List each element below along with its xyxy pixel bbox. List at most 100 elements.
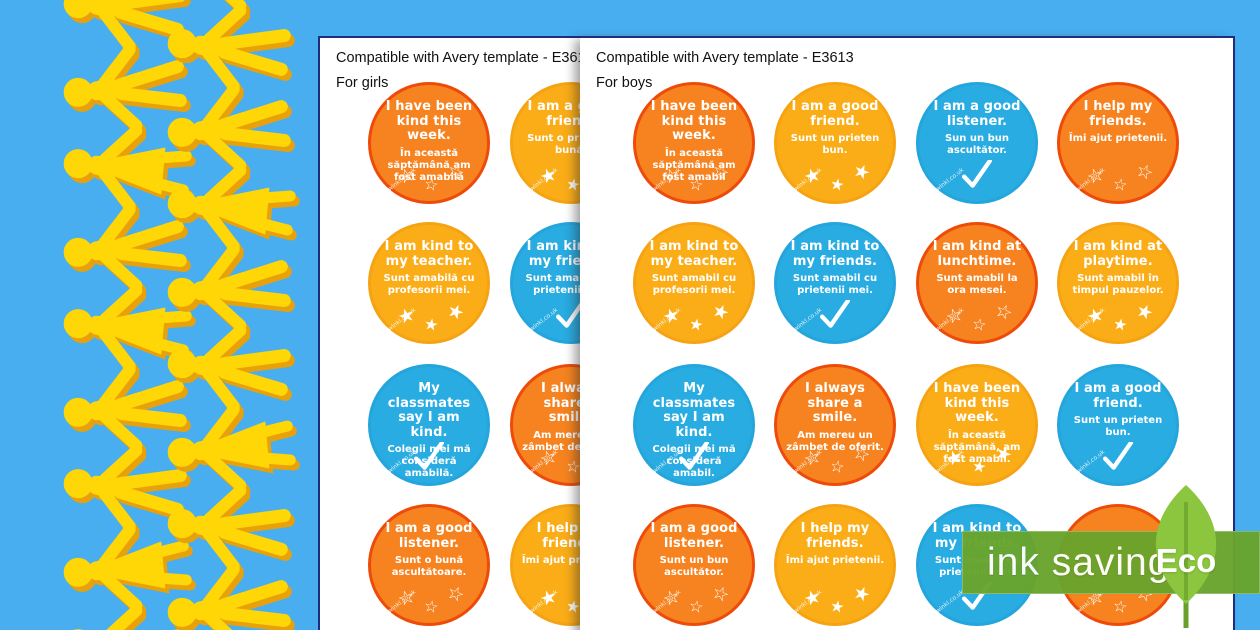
sticker-romanian-text: Sunt amabil în timpul pauzelor. (1072, 273, 1164, 297)
sticker-boys-r2c4: I am kind at playtime. Sunt amabil în tim… (1057, 222, 1179, 344)
sticker-boys-r2c2: I am kind to my friends. Sunt amabil cu p… (774, 222, 896, 344)
check-icon (1102, 442, 1134, 470)
check-mark (513, 299, 629, 335)
star-icon: ☆ (991, 298, 1016, 326)
sticker-romanian-text: Îmi ajut prietenii. (1068, 133, 1168, 145)
audience-label-boys: For boys (596, 75, 653, 91)
sticker-boys-r3c1: My classmates say I am kind. Colegii mei … (633, 364, 755, 486)
sticker-boys-r3c4: I am a good friend. Sunt un prieten bun. t… (1057, 364, 1179, 486)
sticker-boys-r2c3: I am kind at lunchtime. Sunt amabil la or… (916, 222, 1038, 344)
star-icon: ☆ (970, 313, 989, 336)
sticker-romanian-text: Îmi ajut prietenii. (785, 555, 885, 567)
star-icon: ★ (1111, 313, 1130, 336)
sticker-english-text: I have been kind this week. (933, 381, 1021, 426)
sticker-english-text: I am a good listener. (385, 521, 473, 551)
star-icon: ★ (849, 580, 874, 608)
sticker-girls-r3c1: My classmates say I am kind. Colegii mei … (368, 364, 490, 486)
sticker-english-text: My classmates say I am kind. (652, 381, 736, 440)
sticker-girls-r4c1: I am a good listener. Sunt o bună ascultă… (368, 504, 490, 626)
sticker-boys-r1c4: I help my friends. Îmi ajut prietenii. ☆ ☆ ☆… (1057, 82, 1179, 204)
sticker-boys-r2c1: I am kind to my teacher. Sunt amabil cu p… (633, 222, 755, 344)
sticker-romanian-text: În această săptămână, am fost amabil. (933, 429, 1021, 465)
sticker-english-text: I am kind to my teacher. (649, 239, 739, 269)
sticker-romanian-text: Am mereu un zâmbet de oferit. (786, 429, 884, 453)
star-icon: ☆ (687, 173, 706, 196)
ink-saving-label: ink saving (987, 541, 1171, 584)
star-icon: ★ (991, 440, 1016, 468)
sticker-boys-r3c2: I always share a smile. Am mereu un zâmbe… (774, 364, 896, 486)
check-icon (819, 300, 851, 328)
sticker-boys-r3c3: I have been kind this week. În această să… (916, 364, 1038, 486)
star-icon: ☆ (422, 173, 441, 196)
sticker-english-text: I am a good listener. (933, 99, 1021, 129)
sticker-english-text: I have been kind this week. (385, 99, 473, 144)
sticker-english-text: My classmates say I am kind. (387, 381, 471, 440)
sticker-romanian-text: Sunt un bun ascultător. (659, 555, 729, 579)
star-icon: ☆ (443, 158, 468, 186)
sticker-grid-boys: I have been kind this week. În această să… (580, 38, 1233, 630)
sticker-english-text: I help my friends. (800, 521, 870, 551)
sticker-english-text: I am kind at playtime. (1073, 239, 1163, 269)
star-icon: ★ (687, 313, 706, 336)
avery-template-note: Compatible with Avery template - E3613 (336, 50, 594, 66)
star-icon: ★ (970, 455, 989, 478)
star-icon: ★ (828, 173, 847, 196)
star-icon: ☆ (443, 580, 468, 608)
star-icon: ★ (443, 298, 468, 326)
check-icon (961, 160, 993, 188)
eco-label: Eco (1155, 542, 1217, 579)
eco-leaf-icon (1155, 485, 1217, 628)
audience-label-girls: For girls (336, 75, 389, 91)
sticker-boys-r1c1: I have been kind this week. În această să… (633, 82, 755, 204)
sticker-english-text: I am kind at lunchtime. (932, 239, 1022, 269)
sticker-girls-r2c1: I am kind to my teacher. Sunt amabilă cu … (368, 222, 490, 344)
sticker-english-text: I am a good friend. (791, 99, 879, 129)
star-icon: ★ (1132, 298, 1157, 326)
sticker-boys-r1c2: I am a good friend. Sunt un prieten bun. ★… (774, 82, 896, 204)
sticker-boys-r4c1: I am a good listener. Sunt un bun ascultă… (633, 504, 755, 626)
sticker-english-text: I am a good friend. (1074, 381, 1162, 411)
check-mark (636, 441, 752, 477)
check-mark (1060, 441, 1176, 477)
star-icon: ☆ (687, 595, 706, 618)
sticker-english-text: I have been kind this week. (650, 99, 738, 144)
sticker-english-text: I am kind to my friends. (790, 239, 880, 269)
check-mark (371, 441, 487, 477)
star-icon: ★ (708, 298, 733, 326)
sticker-romanian-text: Sunt amabilă cu prietenii mei. (525, 273, 617, 297)
sticker-english-text: I always share a smile. (805, 381, 865, 426)
star-icon: ☆ (708, 580, 733, 608)
sticker-girls-r1c1: I have been kind this week. În această să… (368, 82, 490, 204)
sticker-romanian-text: În această săptămână am fost amabil (652, 147, 736, 183)
sticker-english-text: I am kind to my teacher. (384, 239, 474, 269)
paper-doll-chain-graphic (55, 0, 310, 630)
check-mark (919, 159, 1035, 195)
sticker-sheet-girls: Compatible with Avery template - E3613 F… (318, 36, 632, 630)
star-icon: ☆ (708, 158, 733, 186)
sticker-romanian-text: Sunt o prietenă bună. (527, 133, 615, 157)
sticker-romanian-text: Sunt un prieten bun. (790, 133, 880, 157)
sticker-romanian-text: Sunt amabil la ora mesei. (936, 273, 1018, 297)
sticker-romanian-text: Sunt amabil cu prietenii mei. (792, 273, 878, 297)
check-mark (777, 299, 893, 335)
sticker-romanian-text: Sunt amabil cu profesorii mei. (651, 273, 737, 297)
sticker-grid-girls: I have been kind this week. În această să… (320, 38, 632, 630)
ink-saving-banner: ink saving (962, 531, 1260, 594)
sticker-english-text: I am a good listener. (650, 521, 738, 551)
star-icon: ★ (849, 158, 874, 186)
check-icon (555, 300, 587, 328)
star-icon: ☆ (422, 595, 441, 618)
star-icon: ☆ (1132, 158, 1157, 186)
sticker-romanian-text: În această săptămână am fost amabilă (387, 147, 471, 183)
sticker-romanian-text: Sun un bun ascultător. (944, 133, 1010, 157)
sticker-romanian-text: Sunt un prieten bun. (1073, 415, 1163, 439)
star-icon: ☆ (1111, 173, 1130, 196)
sticker-romanian-text: Sunt o bună ascultătoare. (391, 555, 467, 579)
star-icon: ★ (828, 595, 847, 618)
sticker-romanian-text: Îmi ajut prietenii. (521, 555, 621, 567)
sticker-boys-r4c2: I help my friends. Îmi ajut prietenii. ★ ★ ★… (774, 504, 896, 626)
star-icon: ☆ (1111, 595, 1130, 618)
check-icon (413, 442, 445, 470)
sticker-boys-r1c3: I am a good listener. Sun un bun ascultăt… (916, 82, 1038, 204)
sticker-english-text: I help my friends. (1083, 99, 1153, 129)
